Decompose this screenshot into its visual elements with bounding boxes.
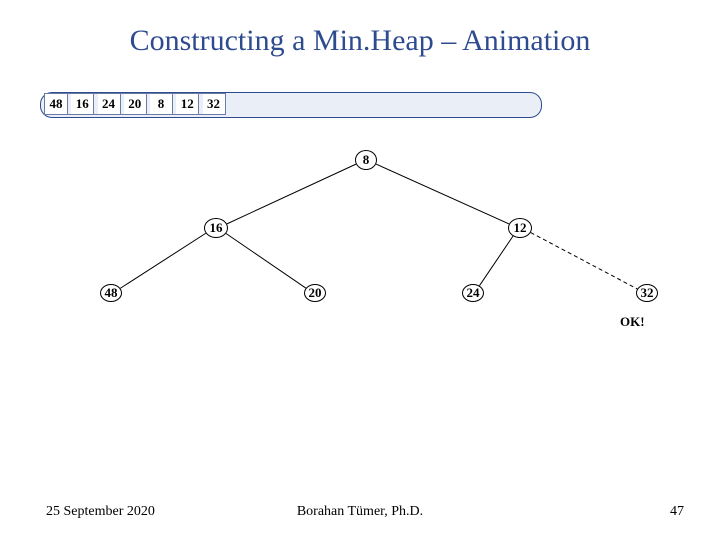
node-rl: 24	[462, 284, 484, 302]
slide-title: Constructing a Min.Heap – Animation	[0, 24, 720, 58]
array-cell: 8	[150, 94, 173, 114]
tree-edges	[0, 0, 720, 540]
node-label: 48	[105, 285, 118, 300]
node-label: 24	[467, 285, 480, 300]
node-label: 12	[514, 220, 527, 235]
node-r: 12	[508, 218, 532, 238]
array-cells: 48 16 24 20 8 12 32	[44, 93, 226, 115]
array-cell: 20	[124, 94, 147, 114]
node-lr: 20	[304, 284, 326, 302]
array-cell: 16	[71, 94, 94, 114]
node-ll: 48	[100, 284, 122, 302]
array-cell: 24	[98, 94, 121, 114]
footer-author: Borahan Tümer, Ph.D.	[0, 504, 720, 520]
node-label: 8	[363, 152, 370, 167]
node-l: 16	[204, 218, 228, 238]
array-cell: 12	[176, 94, 199, 114]
node-root: 8	[355, 150, 377, 170]
array-cells-wrap: 48 16 24 20 8 12 32	[44, 93, 226, 115]
node-rr: 32	[636, 284, 658, 302]
slide: Constructing a Min.Heap – Animation 48 1…	[0, 0, 720, 540]
node-label: 16	[210, 220, 223, 235]
array-cell: 48	[45, 94, 68, 114]
footer-page: 47	[670, 504, 684, 520]
node-label: 32	[641, 285, 654, 300]
array-cell: 32	[203, 94, 226, 114]
ok-label: OK!	[620, 314, 645, 330]
node-label: 20	[309, 285, 322, 300]
